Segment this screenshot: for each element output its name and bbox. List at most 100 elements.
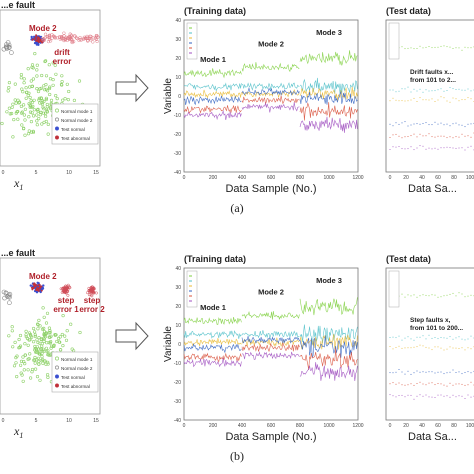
test-point	[452, 97, 454, 99]
scatter-xlabel-sub: 1	[19, 431, 23, 440]
test-point	[449, 136, 451, 138]
normal-mode1-point	[37, 96, 42, 100]
normal-mode1-point	[44, 74, 49, 78]
normal-mode1-point	[49, 346, 53, 350]
normal-mode1-point	[31, 340, 36, 344]
test-point	[455, 396, 457, 398]
test-point	[395, 383, 397, 385]
normal-mode1-point	[24, 96, 28, 100]
training-series-line	[241, 62, 300, 73]
normal-mode1-point	[35, 63, 39, 67]
test-xtick: 40	[419, 175, 425, 181]
test-abnormal-point	[33, 282, 36, 285]
training-xtick: 1200	[352, 423, 363, 429]
normal-mode1-point	[16, 98, 20, 102]
training-series-line	[183, 110, 242, 121]
drift-label: drift	[54, 48, 70, 57]
test-point	[449, 336, 451, 338]
normal-mode1-point	[61, 98, 65, 102]
test-point	[437, 135, 439, 137]
test-xtick: 20	[403, 423, 409, 429]
normal-mode1-point	[21, 355, 25, 359]
test-point	[461, 395, 463, 397]
test-point	[464, 296, 466, 298]
test-point	[398, 100, 400, 102]
test-point	[407, 125, 409, 127]
test-point	[416, 90, 418, 92]
drift-point	[68, 32, 72, 36]
test-point	[407, 347, 409, 349]
test-point	[422, 47, 424, 49]
normal-mode2-point	[7, 294, 12, 300]
training-series-line	[299, 362, 358, 382]
test-point	[437, 148, 439, 150]
test-point	[389, 394, 391, 396]
normal-mode2-point	[6, 42, 12, 48]
test-point	[470, 348, 472, 350]
test-point	[413, 339, 415, 341]
normal-mode1-point	[33, 355, 37, 360]
legend-marker	[55, 365, 59, 370]
test-point	[413, 294, 415, 296]
training-xtick: 600	[267, 423, 276, 429]
test-abnormal-point	[35, 35, 38, 37]
normal-mode1-point	[0, 121, 4, 126]
test-point	[434, 46, 436, 48]
normal-mode1-point	[63, 97, 67, 101]
normal-mode1-point	[42, 339, 46, 344]
test-point	[407, 136, 409, 137]
legend-marker	[55, 374, 59, 379]
legend-marker	[55, 126, 59, 131]
normal-mode1-point	[35, 338, 39, 342]
test-point	[467, 347, 469, 349]
test-point	[452, 48, 454, 49]
test-point	[458, 336, 460, 338]
normal-mode1-point	[32, 358, 36, 362]
normal-mode1-point	[24, 329, 28, 334]
normal-mode1-point	[30, 111, 34, 115]
test-point	[407, 370, 409, 372]
normal-mode1-point	[47, 326, 52, 330]
test-abnormal-point	[38, 284, 41, 287]
normal-mode1-point	[51, 77, 55, 82]
test-point	[410, 338, 412, 340]
normal-mode1-point	[42, 326, 46, 331]
test-point	[413, 398, 415, 400]
training-ytick: 20	[175, 304, 181, 310]
test-point	[443, 395, 445, 397]
normal-mode1-point	[28, 352, 32, 356]
normal-mode1-point	[33, 361, 37, 365]
test-point	[392, 97, 394, 99]
normal-mode1-point	[13, 98, 17, 102]
test-point	[464, 89, 466, 91]
training-series-line	[299, 348, 358, 371]
drift-point	[43, 32, 48, 36]
test-point	[425, 122, 427, 124]
normal-mode1-point	[35, 68, 39, 72]
test-point	[443, 45, 445, 47]
test-point	[410, 373, 412, 375]
test-point	[404, 347, 406, 349]
normal-mode1-point	[33, 333, 37, 337]
normal-mode1-point	[33, 367, 38, 371]
normal-mode1-point	[36, 323, 40, 327]
test-point	[446, 123, 448, 125]
test-xtick: 60	[435, 175, 441, 181]
test-point	[428, 46, 430, 47]
training-series-line	[183, 104, 242, 114]
test-abnormal-point	[35, 284, 38, 287]
normal-mode1-point	[40, 344, 44, 348]
drift-point	[74, 36, 78, 40]
training-ytick: 0	[178, 342, 181, 348]
test-point	[446, 395, 448, 397]
test-point	[434, 346, 436, 348]
training-series-line	[183, 352, 242, 363]
normal-mode1-point	[39, 110, 43, 115]
normal-mode1-point	[28, 105, 32, 109]
step-point	[92, 287, 96, 291]
training-ytick: -10	[174, 113, 181, 119]
drift-point	[63, 37, 67, 42]
normal-mode1-point	[31, 326, 36, 331]
test-point	[404, 121, 406, 123]
test-point	[440, 147, 442, 149]
